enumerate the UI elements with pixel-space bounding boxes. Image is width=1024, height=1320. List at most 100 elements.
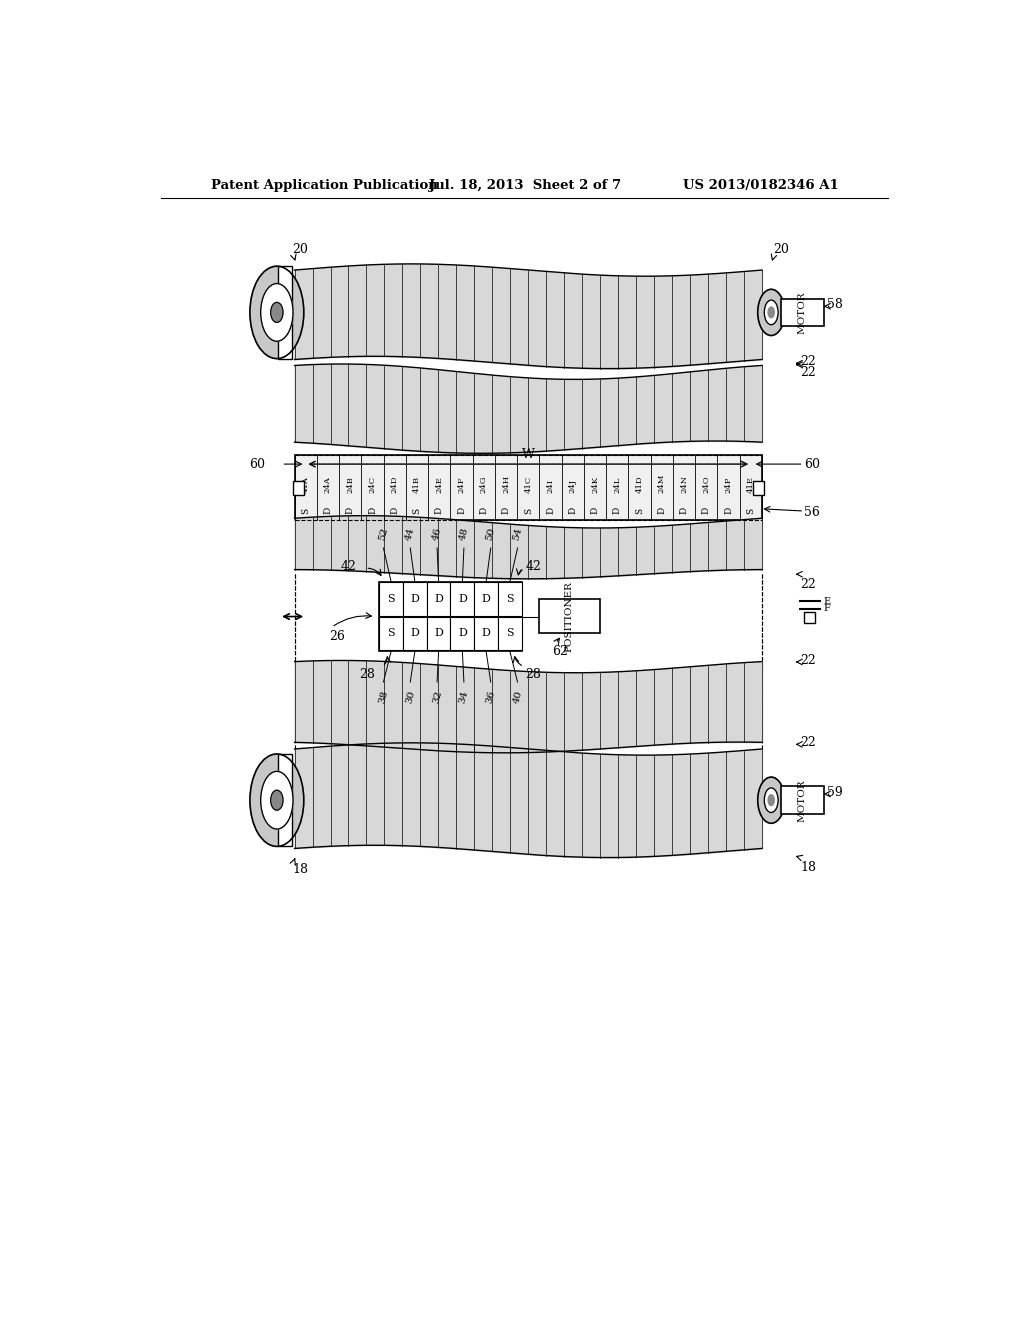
Text: 24P: 24P bbox=[725, 477, 732, 494]
Text: 34: 34 bbox=[458, 689, 470, 705]
Bar bbox=[781, 298, 823, 326]
Text: 41C: 41C bbox=[524, 477, 532, 494]
Text: D: D bbox=[434, 594, 443, 603]
Text: MOTOR: MOTOR bbox=[798, 292, 807, 334]
Text: 24K: 24K bbox=[591, 477, 599, 494]
Text: 41D: 41D bbox=[636, 475, 643, 494]
Text: 24M: 24M bbox=[657, 474, 666, 494]
Text: 26: 26 bbox=[330, 631, 345, 643]
Text: 22: 22 bbox=[801, 737, 816, 750]
Text: 32: 32 bbox=[431, 689, 443, 705]
Text: S: S bbox=[387, 628, 395, 639]
Text: D: D bbox=[479, 507, 488, 515]
Text: 40: 40 bbox=[511, 689, 523, 705]
Text: D: D bbox=[591, 507, 599, 515]
Text: MOTOR: MOTOR bbox=[798, 779, 807, 821]
Text: D: D bbox=[435, 507, 443, 515]
Text: 50: 50 bbox=[484, 527, 497, 543]
Bar bbox=[379, 582, 403, 615]
Ellipse shape bbox=[768, 795, 774, 805]
Text: E: E bbox=[823, 597, 830, 606]
Ellipse shape bbox=[768, 308, 774, 318]
Bar bbox=[804, 612, 815, 623]
Text: Patent Application Publication: Patent Application Publication bbox=[211, 178, 438, 191]
Text: 41B: 41B bbox=[413, 477, 421, 494]
Text: D: D bbox=[390, 507, 399, 515]
Text: D: D bbox=[411, 628, 419, 639]
Text: D: D bbox=[724, 507, 733, 515]
Text: D: D bbox=[612, 507, 622, 515]
Text: D: D bbox=[411, 594, 419, 603]
Text: 59: 59 bbox=[826, 785, 843, 799]
Bar bbox=[427, 616, 451, 651]
Bar bbox=[403, 582, 427, 615]
Bar bbox=[379, 616, 403, 651]
Text: 24D: 24D bbox=[391, 475, 398, 494]
Ellipse shape bbox=[250, 754, 304, 846]
Bar bbox=[474, 616, 498, 651]
Text: 24J: 24J bbox=[568, 479, 577, 494]
Text: D: D bbox=[502, 507, 511, 515]
Ellipse shape bbox=[764, 300, 778, 325]
Text: 48: 48 bbox=[458, 527, 470, 543]
Text: 41E: 41E bbox=[746, 477, 755, 494]
Bar bbox=[498, 616, 521, 651]
Bar bbox=[781, 787, 823, 814]
Text: 36: 36 bbox=[484, 689, 497, 705]
Text: 30: 30 bbox=[404, 689, 417, 705]
Text: 52: 52 bbox=[378, 527, 389, 543]
Text: 22: 22 bbox=[801, 578, 816, 591]
Text: D: D bbox=[324, 507, 333, 515]
Ellipse shape bbox=[758, 289, 784, 335]
Text: 24E: 24E bbox=[435, 477, 443, 494]
Text: D: D bbox=[434, 628, 443, 639]
Text: 22: 22 bbox=[801, 355, 816, 368]
Text: F: F bbox=[823, 605, 830, 614]
Text: S: S bbox=[413, 508, 422, 515]
Text: 24A: 24A bbox=[324, 477, 332, 494]
Text: 60: 60 bbox=[249, 458, 265, 471]
Bar bbox=[498, 582, 521, 615]
Ellipse shape bbox=[270, 791, 283, 810]
Text: D: D bbox=[701, 507, 711, 515]
Text: 62: 62 bbox=[553, 645, 568, 659]
Text: W: W bbox=[522, 447, 535, 461]
Text: 24C: 24C bbox=[369, 477, 377, 494]
Ellipse shape bbox=[261, 284, 293, 342]
Bar bbox=[753, 480, 764, 495]
Bar bbox=[403, 616, 427, 651]
Text: D: D bbox=[657, 507, 667, 515]
Text: 22: 22 bbox=[801, 653, 816, 667]
Ellipse shape bbox=[764, 788, 778, 813]
Text: D: D bbox=[458, 628, 467, 639]
Text: 41A: 41A bbox=[302, 477, 309, 494]
Text: S: S bbox=[635, 508, 644, 515]
Text: S: S bbox=[506, 594, 514, 603]
Text: Jul. 18, 2013  Sheet 2 of 7: Jul. 18, 2013 Sheet 2 of 7 bbox=[429, 178, 621, 191]
Text: 60: 60 bbox=[804, 458, 820, 471]
Text: 54: 54 bbox=[511, 527, 523, 543]
Text: S: S bbox=[301, 508, 310, 515]
Text: S: S bbox=[746, 508, 756, 515]
Text: 24H: 24H bbox=[502, 475, 510, 494]
Text: 22: 22 bbox=[801, 367, 816, 379]
Ellipse shape bbox=[758, 777, 784, 824]
Text: S: S bbox=[506, 628, 514, 639]
Text: 24O: 24O bbox=[702, 475, 711, 494]
Text: D: D bbox=[346, 507, 354, 515]
Text: 24I: 24I bbox=[547, 479, 555, 494]
Text: 56: 56 bbox=[804, 506, 820, 519]
Text: 28: 28 bbox=[525, 668, 542, 681]
Text: 24N: 24N bbox=[680, 475, 688, 494]
Text: D: D bbox=[546, 507, 555, 515]
Text: 24G: 24G bbox=[480, 475, 487, 494]
Ellipse shape bbox=[261, 771, 293, 829]
Text: D: D bbox=[481, 628, 490, 639]
Text: 24B: 24B bbox=[346, 477, 354, 494]
Bar bbox=[379, 582, 521, 651]
Text: 20: 20 bbox=[292, 243, 308, 256]
Ellipse shape bbox=[250, 267, 304, 359]
Text: 42: 42 bbox=[340, 560, 356, 573]
Text: D: D bbox=[568, 507, 578, 515]
Bar bbox=[279, 754, 292, 846]
